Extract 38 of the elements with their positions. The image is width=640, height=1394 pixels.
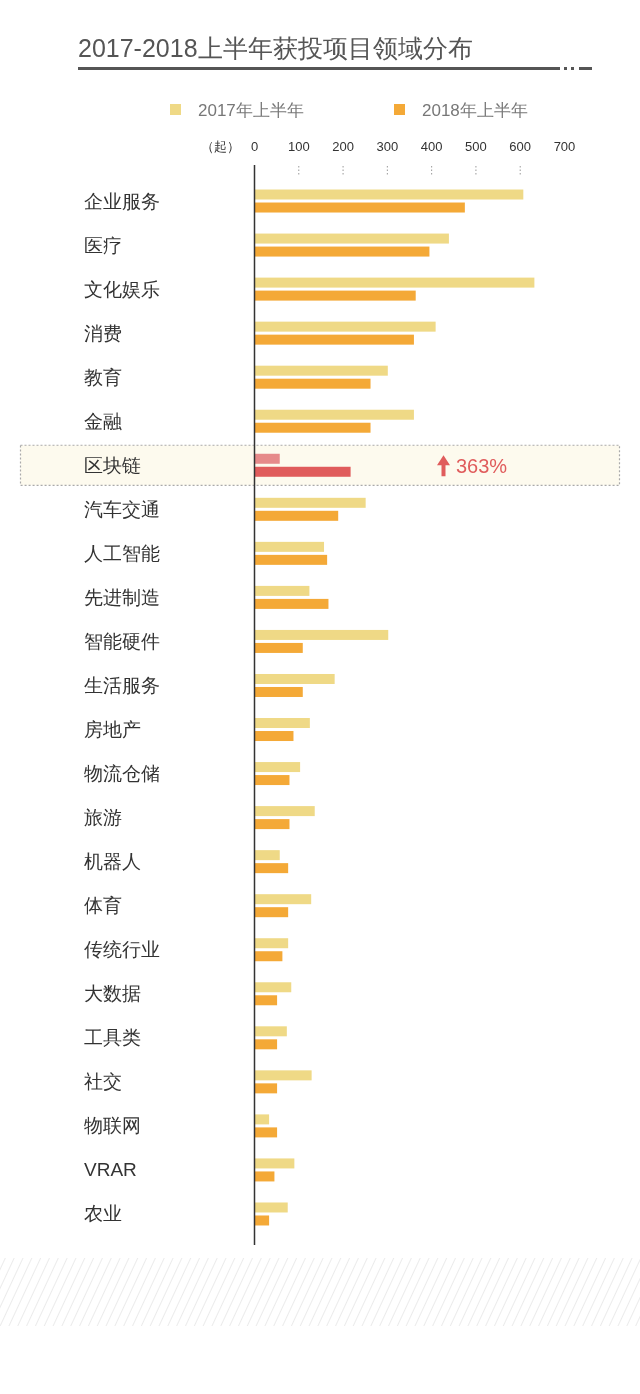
y-tick-label: 物流仓储 xyxy=(84,763,160,785)
y-tick-label: 企业服务 xyxy=(84,190,160,212)
y-tick-label: 教育 xyxy=(84,366,122,388)
y-tick-label: 体育 xyxy=(84,895,122,917)
y-tick-label: 物联网 xyxy=(84,1115,141,1137)
x-tick-label: 300 xyxy=(376,139,399,154)
x-tick-label: 200 xyxy=(332,139,354,154)
y-tick-label: 区块链 xyxy=(84,454,141,476)
xlabel: （起） xyxy=(201,139,240,154)
legend: 2017年上半年 2018年上半年 xyxy=(170,101,528,120)
legend-label: 2018年上半年 xyxy=(422,101,528,120)
x-tick-label: 400 xyxy=(420,139,443,154)
x-tick-label: 600 xyxy=(509,139,532,154)
y-tick-label: 旅游 xyxy=(84,807,122,829)
y-tick-label: 社交 xyxy=(84,1071,122,1093)
y-tick-label: 传统行业 xyxy=(84,939,160,961)
y-tick-label: 生活服务 xyxy=(84,674,160,696)
x-tick-label: 100 xyxy=(287,139,310,154)
y-tick-label: 先进制造 xyxy=(84,586,160,608)
title: 2017-2018上半年获投项目领域分布 xyxy=(78,34,473,62)
y-tick-label: 智能硬件 xyxy=(84,630,160,652)
y-tick-label: 文化娱乐 xyxy=(84,278,160,300)
y-tick-label: 金融 xyxy=(84,410,122,432)
legend-label: 2017年上半年 xyxy=(198,101,304,120)
annotation: 363% xyxy=(456,454,508,477)
y-tick-label: 房地产 xyxy=(84,719,141,741)
y-tick-label: 医疗 xyxy=(84,234,122,256)
x-tick-label: 0 xyxy=(250,139,259,154)
x-tick-label: 700 xyxy=(553,139,576,154)
y-tick-label: 农业 xyxy=(84,1203,122,1225)
y-tick-label: 大数据 xyxy=(84,983,141,1005)
y-tick-label: 机器人 xyxy=(84,851,141,873)
y-tick-label: 汽车交通 xyxy=(84,498,160,520)
y-tick-label: 工具类 xyxy=(84,1027,141,1049)
y-tick-label: 消费 xyxy=(84,322,122,344)
y-tick-label: VRAR xyxy=(84,1159,137,1181)
x-tick-label: 500 xyxy=(465,139,487,154)
y-tick-label: 人工智能 xyxy=(84,542,160,564)
